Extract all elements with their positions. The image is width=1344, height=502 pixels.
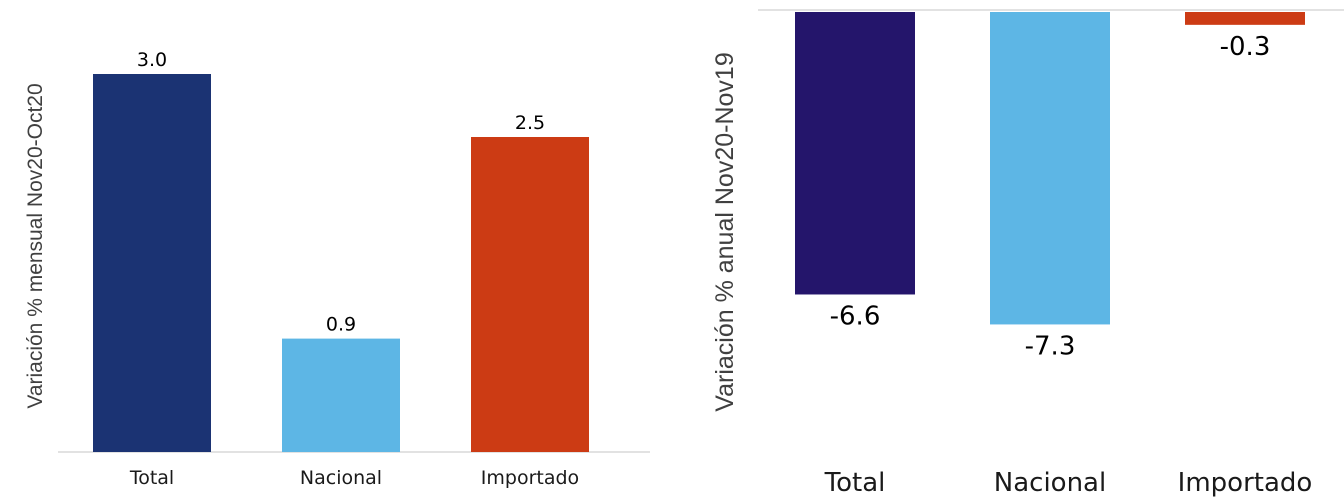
data-label: -6.6: [830, 301, 881, 331]
chart-monthly-variation: Variación % mensual Nov20-Oct20 3.0 Total…: [24, 49, 650, 489]
y-axis-label: Variación % mensual Nov20-Oct20: [24, 83, 47, 408]
bar-nacional: [282, 338, 400, 452]
bar-total: [795, 12, 915, 295]
bar-total: [93, 74, 211, 452]
x-tick-label: Nacional: [994, 468, 1106, 498]
bar-importado: [1185, 12, 1305, 25]
bar-nacional: [990, 12, 1110, 325]
bar-importado: [471, 137, 589, 452]
data-label: -0.3: [1220, 32, 1271, 62]
x-tick-label: Importado: [1178, 468, 1313, 498]
x-tick-label: Importado: [481, 467, 579, 489]
x-tick-label: Nacional: [300, 467, 382, 489]
chart-annual-variation: Variación % anual Nov20-Nov19 -6.6 Total -…: [711, 9, 1344, 498]
x-tick-label: Total: [129, 467, 174, 489]
data-label: -7.3: [1025, 331, 1076, 361]
data-label: 3.0: [137, 49, 167, 71]
data-label: 0.9: [326, 314, 356, 336]
y-axis-label: Variación % anual Nov20-Nov19: [711, 52, 739, 411]
x-tick-label: Total: [824, 468, 886, 498]
data-label: 2.5: [515, 112, 545, 134]
